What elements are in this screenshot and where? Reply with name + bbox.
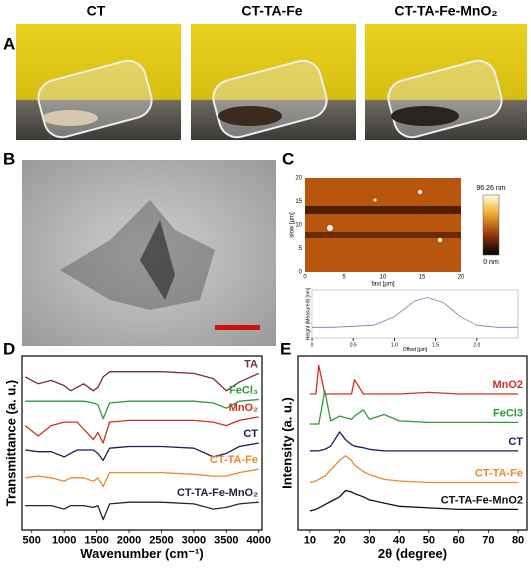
series-line bbox=[24, 371, 260, 392]
x-tick-label: 2000 bbox=[117, 535, 141, 547]
series-label: MnO₂ bbox=[229, 402, 258, 414]
x-tick-label: 0 bbox=[311, 342, 314, 348]
photo bbox=[16, 24, 181, 140]
photo-title: CT-TA-Fe-MnO₂ bbox=[394, 3, 497, 19]
series-line bbox=[25, 501, 259, 521]
x-tick-label: 10 bbox=[380, 275, 387, 281]
y-tick-label: 15 bbox=[295, 199, 302, 205]
x-tick-label: 1000 bbox=[52, 535, 76, 547]
x-tick-label: 1.5 bbox=[432, 342, 439, 348]
x-tick-label: 500 bbox=[23, 535, 41, 547]
x-axis-label: Offset [µm] bbox=[403, 347, 428, 353]
x-tick-label: 1500 bbox=[84, 535, 108, 547]
series-label: FeCl₃ bbox=[229, 384, 258, 396]
plot-frame bbox=[297, 355, 528, 531]
x-tick-label: 2500 bbox=[149, 535, 173, 547]
panel-label: B bbox=[3, 149, 15, 168]
x-tick-label: 50 bbox=[423, 535, 435, 547]
x-tick-label: 20 bbox=[458, 275, 465, 281]
x-tick-label: 1.0 bbox=[391, 342, 398, 348]
axis-label: slow [µm] bbox=[290, 212, 296, 238]
afm-image bbox=[305, 178, 461, 272]
x-tick-label: 70 bbox=[482, 535, 494, 547]
x-tick-label: 80 bbox=[512, 535, 524, 547]
series-line bbox=[25, 442, 259, 462]
y-axis-label: Transmittance (a. u.) bbox=[3, 380, 18, 506]
panel-label: C bbox=[282, 149, 294, 168]
x-axis-label: 2θ (degree) bbox=[378, 546, 447, 561]
series-label: CT-TA-Fe-MnO2 bbox=[441, 494, 523, 506]
profile-frame bbox=[311, 289, 519, 339]
y-axis-label: Height (Measured) [nm] bbox=[305, 287, 311, 340]
photo-title: CT-TA-Fe bbox=[241, 3, 302, 19]
x-tick-label: 5 bbox=[342, 275, 346, 281]
y-tick-label: 0 bbox=[299, 270, 303, 276]
series-label: TA bbox=[244, 358, 258, 370]
x-tick-label: 60 bbox=[452, 535, 464, 547]
series-line bbox=[309, 431, 519, 452]
x-tick-label: 10 bbox=[304, 535, 316, 547]
x-tick-label: 40 bbox=[393, 535, 405, 547]
series-line bbox=[312, 297, 518, 328]
plot-frame bbox=[21, 355, 263, 531]
series-label: CT-TA-Fe bbox=[475, 467, 523, 479]
panel-label: A bbox=[3, 34, 15, 53]
photo bbox=[191, 24, 356, 140]
x-axis-label: Wavenumber (cm⁻¹) bbox=[80, 546, 203, 561]
series-line bbox=[25, 398, 259, 420]
series-label: CT-TA-Fe-MnO₂ bbox=[177, 487, 258, 499]
x-tick-label: 4000 bbox=[247, 535, 271, 547]
x-tick-label: 0 bbox=[303, 275, 307, 281]
x-tick-label: 30 bbox=[363, 535, 375, 547]
colorbar-label: 0 nm bbox=[483, 259, 499, 266]
series-line bbox=[24, 416, 259, 444]
series-line bbox=[309, 364, 519, 395]
series-label: CT bbox=[243, 428, 258, 440]
series-line bbox=[25, 468, 259, 488]
series-line bbox=[309, 489, 519, 512]
panel-label: E bbox=[280, 339, 291, 358]
series-label: FeCl3 bbox=[493, 407, 523, 419]
photo-title: CT bbox=[87, 3, 106, 19]
colorbar-label: 96.26 nm bbox=[476, 185, 505, 192]
panel-label: D bbox=[3, 339, 15, 358]
x-tick-label: 15 bbox=[419, 275, 426, 281]
axis-label: fast [µm] bbox=[371, 282, 394, 288]
series-label: CT bbox=[508, 436, 523, 448]
y-tick-label: 20 bbox=[295, 176, 302, 182]
y-axis-label: Intensity (a. u.) bbox=[279, 397, 294, 489]
y-tick-label: 5 bbox=[299, 246, 303, 252]
tem-image bbox=[22, 160, 276, 346]
colorbar bbox=[482, 194, 500, 256]
x-tick-label: 0.5 bbox=[350, 342, 357, 348]
series-line bbox=[309, 390, 519, 425]
series-label: CT-TA-Fe bbox=[210, 454, 258, 466]
series-line bbox=[309, 455, 519, 484]
photo bbox=[365, 24, 527, 140]
series-label: MnO2 bbox=[492, 379, 523, 391]
x-tick-label: 2.0 bbox=[473, 342, 480, 348]
x-tick-label: 3500 bbox=[214, 535, 238, 547]
x-tick-label: 3000 bbox=[182, 535, 206, 547]
x-tick-label: 20 bbox=[334, 535, 346, 547]
y-tick-label: 10 bbox=[295, 223, 302, 229]
